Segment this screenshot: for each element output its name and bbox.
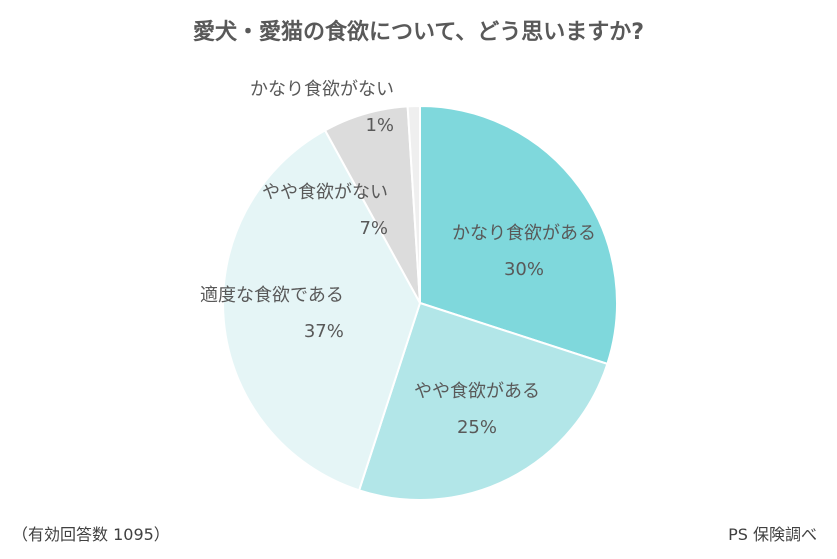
slice-label-0: かなり食欲がある 30% — [452, 216, 596, 288]
slice-value: 7% — [359, 218, 388, 239]
slice-name: かなり食欲がない — [250, 79, 394, 100]
pie-slice-0 — [419, 104, 618, 366]
slice-name: かなり食欲がある — [452, 223, 596, 244]
pie-slice-4 — [406, 104, 421, 304]
chart-title: 愛犬・愛猫の食欲について、どう思いますか? — [192, 20, 644, 45]
pie-slice-1 — [357, 301, 609, 501]
slice-name: やや食欲がある — [414, 381, 540, 402]
slice-name: 適度な食欲である — [200, 285, 344, 306]
pie-slice-2 — [222, 129, 422, 492]
slice-label-1: やや食欲がある 25% — [414, 374, 540, 446]
slice-label-3: やや食欲がない 7% — [262, 175, 388, 247]
slice-label-4: かなり食欲がない 1% — [250, 72, 394, 144]
slice-value: 30% — [503, 259, 544, 280]
slice-name: やや食欲がない — [262, 182, 388, 203]
slice-value: 25% — [456, 417, 497, 438]
slice-value: 1% — [365, 115, 394, 136]
slice-value: 37% — [303, 321, 344, 342]
slice-label-2: 適度な食欲である 37% — [200, 278, 344, 350]
source-note: PS 保険調べ — [728, 525, 817, 544]
response-count-note: （有効回答数 1095） — [12, 525, 170, 544]
